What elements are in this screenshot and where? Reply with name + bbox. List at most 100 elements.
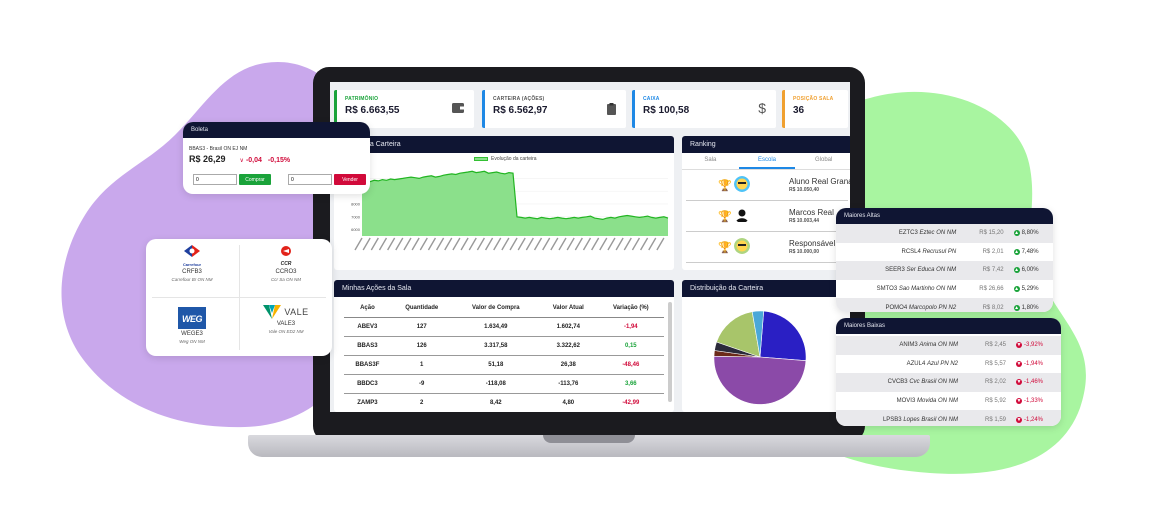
cell: -48,46 xyxy=(597,355,664,375)
arrow-down-icon: ▼ xyxy=(1016,416,1022,423)
x-tick-mark xyxy=(354,237,363,251)
stock-name: Lopes Brasil ON NM xyxy=(903,416,958,423)
company-code: CCRO3 xyxy=(275,269,297,275)
boleta-card: Boleta BBAS3 - Brasil ON EJ NM R$ 26,29 … xyxy=(183,122,370,194)
stock-name: Sao Martinho ON NM xyxy=(898,286,957,293)
stock-label: POMO4 Marcopolo PN N2 xyxy=(836,305,964,311)
stock-change: -1,33% xyxy=(1024,398,1044,405)
arrow-down-icon: ▼ xyxy=(1016,360,1022,367)
stock-label: AZUL4 Azul PN N2 xyxy=(836,361,966,367)
stock-label: LPSB3 Lopes Brasil ON NM xyxy=(836,417,966,423)
arrow-down-icon: ▼ xyxy=(1016,342,1022,349)
company-cell-crfb3[interactable]: Carrefour CRFB3 Carrefour Br ON NM xyxy=(146,243,238,299)
table-row[interactable]: ABEV3 127 1.634,49 1.602,74 -1,94 xyxy=(344,317,664,337)
x-tick-mark xyxy=(468,237,477,251)
x-tick-mark xyxy=(370,237,379,251)
x-tick-mark xyxy=(444,237,453,251)
table-row[interactable]: BBAS3F 1 51,18 26,38 -48,46 xyxy=(344,355,664,375)
maiores-altas-title: Maiores Altas xyxy=(836,208,1053,224)
company-name: Ccr Sa ON NM xyxy=(270,277,301,282)
pie-slice xyxy=(751,310,765,358)
stock-change: 1,80% xyxy=(1021,304,1039,311)
list-item[interactable]: LPSB3 Lopes Brasil ON NM R$ 1,59 ▼ -1,24% xyxy=(836,410,1061,426)
table-row[interactable]: ZAMP3 2 8,42 4,80 -42,99 xyxy=(344,393,664,412)
maiores-baixas-title: Maiores Baixas xyxy=(836,318,1061,334)
stock-label: MOVI3 Movida ON NM xyxy=(836,398,966,404)
list-item[interactable]: CVCB3 Cvc Brasil ON NM R$ 2,02 ▼ -1,46% xyxy=(836,373,1061,392)
x-tick-mark xyxy=(362,237,371,251)
ranking-row: 🏆 Aluno Real Grana R$ 10.050,40 xyxy=(686,170,850,201)
stock-change: 6,00% xyxy=(1021,267,1039,274)
rank-name: Responsável xyxy=(789,239,836,248)
cell: 1.634,49 xyxy=(452,317,539,337)
sell-button[interactable]: Vender xyxy=(334,174,366,185)
list-item[interactable]: RCSL4 Recrusul PN R$ 2,01 ▲ 7,48% xyxy=(836,243,1053,262)
list-item[interactable]: AZUL4 Azul PN N2 R$ 5,57 ▼ -1,94% xyxy=(836,355,1061,374)
distribuicao-panel: Distribuição da Carteira xyxy=(682,280,850,412)
list-item[interactable]: ANIM3 Anima ON NM R$ 2,45 ▼ -3,92% xyxy=(836,336,1061,355)
company-cell-vale3[interactable]: VALE VALE3 Vale ON ED2 NM xyxy=(240,301,332,356)
buy-qty-input[interactable] xyxy=(193,174,237,185)
list-item[interactable]: EZTC3 Eztec ON NM R$ 15,20 ▲ 8,80% xyxy=(836,224,1053,243)
stock-code: EZTC3 xyxy=(898,230,918,237)
ccr-logo-icon xyxy=(281,246,291,256)
maiores-baixas-card: Maiores Baixas ANIM3 Anima ON NM R$ 2,45 ▼… xyxy=(836,318,1061,426)
stock-label: RCSL4 Recrusul PN xyxy=(836,249,964,255)
silver-trophy-icon: 🏆 xyxy=(718,211,732,223)
rank-name: Marcos Real xyxy=(789,208,834,217)
x-tick-mark xyxy=(411,237,420,251)
ranking-panel: Ranking Sala Escola Global 🏆 Aluno Real … xyxy=(682,136,850,270)
x-tick-mark xyxy=(493,237,502,251)
cell: 126 xyxy=(390,336,453,356)
x-tick-mark xyxy=(525,237,534,251)
stat-value: 36 xyxy=(793,105,805,116)
arrow-up-icon: ▲ xyxy=(1013,304,1020,311)
tab-escola[interactable]: Escola xyxy=(738,153,796,169)
sell-qty-input[interactable] xyxy=(288,174,332,185)
table-scrollbar[interactable] xyxy=(668,302,672,402)
table-row[interactable]: BBDC3 -9 -118,08 -113,76 3,66 xyxy=(344,374,664,394)
tab-sala[interactable]: Sala xyxy=(704,157,717,163)
table-row[interactable]: BBAS3 126 3.317,58 3.322,62 0,15 xyxy=(344,336,664,356)
altas-list: EZTC3 Eztec ON NM R$ 15,20 ▲ 8,80% RCSL4 Re… xyxy=(836,224,1053,312)
stock-name: Ser Educa ON NM xyxy=(906,267,957,274)
cell: 26,38 xyxy=(538,355,598,375)
stock-code: LPSB3 xyxy=(882,416,902,423)
x-tick-mark xyxy=(639,237,649,251)
col-header: Valor de Compra xyxy=(452,299,539,318)
x-tick-mark xyxy=(427,237,437,251)
stock-code: MOVI3 xyxy=(896,398,916,405)
wallet-icon xyxy=(452,103,464,113)
stock-change: -1,46% xyxy=(1024,379,1044,386)
tab-global[interactable]: Global xyxy=(815,157,833,163)
list-item[interactable]: MOVI3 Movida ON NM R$ 5,92 ▼ -1,33% xyxy=(836,392,1061,411)
x-tick-mark xyxy=(460,237,469,251)
legend-label: Evolução da carteira xyxy=(491,156,537,162)
company-cell-wege3[interactable]: WEG WEGE3 Weg ON NM xyxy=(146,301,238,356)
stock-name: Eztec ON NM xyxy=(919,230,957,237)
vale-logo-icon xyxy=(263,305,282,319)
x-tick-mark xyxy=(501,237,510,251)
arrow-up-icon: ▲ xyxy=(1013,267,1020,274)
cell: -42,99 xyxy=(597,393,664,412)
x-tick-mark xyxy=(574,237,583,251)
list-item[interactable]: POMO4 Marcopolo PN N2 R$ 8,02 ▲ 1,80% xyxy=(836,298,1053,312)
stock-price: R$ 5,92 xyxy=(984,398,1006,405)
x-tick-mark xyxy=(542,237,551,251)
x-tick-mark xyxy=(387,237,396,251)
stock-code: SEER3 xyxy=(885,267,905,274)
buy-button[interactable]: Comprar xyxy=(239,174,271,185)
x-tick-mark xyxy=(550,237,559,251)
list-item[interactable]: SMTO3 Sao Martinho ON NM R$ 26,66 ▲ 5,29% xyxy=(836,280,1053,299)
y-tick-label: 6000 xyxy=(351,227,361,232)
stock-price: R$ 26,66 xyxy=(979,286,1004,293)
cell: 3.322,62 xyxy=(538,336,598,356)
col-header: Valor Atual xyxy=(538,299,598,318)
stock-change: -1,24% xyxy=(1024,416,1044,423)
list-item[interactable]: SEER3 Ser Educa ON NM R$ 7,42 ▲ 6,00% xyxy=(836,261,1053,280)
stat-label: CARTEIRA (AÇÕES) xyxy=(493,96,545,102)
company-cell-ccro3[interactable]: CCR CCRO3 Ccr Sa ON NM xyxy=(240,243,332,299)
stat-label: CAIXA xyxy=(643,96,660,102)
dashboard-screen: PATRIMÔNIO R$ 6.663,55 CARTEIRA (AÇÕES) … xyxy=(330,82,850,412)
